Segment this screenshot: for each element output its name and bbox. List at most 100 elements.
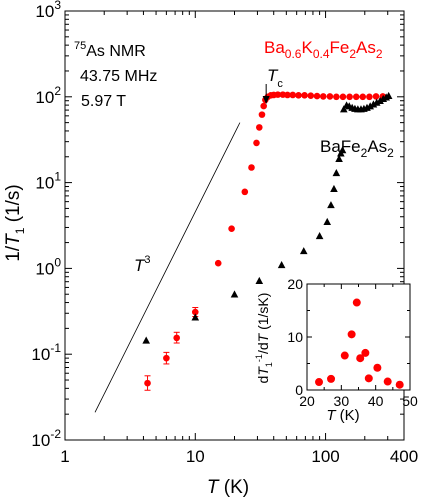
y-tick-label: 10-1 bbox=[31, 341, 61, 364]
inset-data-marks bbox=[315, 298, 404, 389]
inset-y-axis-label-d: d bbox=[255, 376, 271, 384]
y-tick-label-exp: 3 bbox=[54, 0, 61, 12]
ba-point bbox=[277, 261, 286, 269]
tc-label: Tc bbox=[267, 66, 283, 90]
tc-annotation: Tc bbox=[262, 66, 283, 104]
ba_k-point bbox=[258, 111, 266, 118]
inset-x-tick-label: 40 bbox=[368, 393, 384, 409]
tc-arrow-head bbox=[262, 96, 270, 104]
ba_k-point bbox=[346, 93, 353, 101]
ba_k-point bbox=[339, 93, 347, 101]
y-tick-label: 10-2 bbox=[31, 427, 61, 450]
ba_k-point bbox=[173, 334, 180, 342]
main-x-tick-labels: 1 10 100 400 bbox=[60, 447, 418, 466]
t3-reference-line bbox=[94, 122, 241, 413]
legend-text-part: 0.6 bbox=[285, 47, 302, 61]
ba-point bbox=[327, 201, 335, 209]
inset-point bbox=[356, 354, 365, 363]
inset-y-tick-labels: 0 10 20 bbox=[287, 276, 303, 398]
legend-ba-fe-as: BaFe2As2 bbox=[320, 137, 394, 160]
ba_k-point bbox=[326, 93, 334, 100]
t3-annotation: T3 bbox=[94, 122, 241, 413]
inset-x-axis-label-unit: (K) bbox=[336, 407, 360, 424]
legend-text-part: 2 bbox=[349, 47, 356, 61]
ba-point bbox=[323, 217, 332, 226]
ba_k-point bbox=[228, 225, 235, 233]
field-label: 5.97 T bbox=[81, 93, 126, 110]
experiment-info: 75As NMR 43.75 MHz 5.97 T bbox=[74, 40, 157, 110]
y-tick-label: 100 bbox=[35, 255, 61, 278]
y-tick-label-base: 10 bbox=[35, 88, 54, 107]
legend-text-part: 0.4 bbox=[313, 47, 330, 61]
y-tick-label-exp: -2 bbox=[50, 427, 61, 441]
ba_k-point bbox=[253, 139, 260, 147]
ba_k-point bbox=[295, 92, 302, 99]
ba_k-point bbox=[274, 91, 282, 98]
inset-x-axis-label: T (K) bbox=[326, 407, 359, 424]
legend-text-part: K bbox=[301, 38, 313, 57]
main-x-axis-label: T (K) bbox=[207, 477, 249, 498]
legend-text-part: 2 bbox=[376, 47, 383, 61]
inset-y-tick-label: 0 bbox=[295, 382, 303, 398]
ba_k-point bbox=[191, 308, 199, 316]
main-x-axis-label-unit: (K) bbox=[219, 477, 250, 498]
ba-point bbox=[299, 247, 308, 255]
t3-label-base: T bbox=[134, 256, 146, 275]
x-tick-label: 10 bbox=[186, 447, 205, 466]
y-tick-label-exp: 0 bbox=[54, 255, 61, 269]
t3-label-exp: 3 bbox=[144, 254, 150, 266]
ba_k-point bbox=[333, 93, 340, 101]
inset-y-tick-label: 10 bbox=[287, 329, 303, 345]
inset-y-axis-label-unit: (1/sK) bbox=[255, 293, 271, 334]
ba-point bbox=[315, 231, 324, 240]
inset-y-axis-label-var2: T bbox=[255, 332, 271, 342]
inset-y-tick-label: 20 bbox=[287, 276, 303, 292]
y-tick-label-base: 10 bbox=[31, 431, 50, 450]
data-marks bbox=[142, 91, 393, 387]
t3-label: T3 bbox=[134, 254, 151, 275]
inset-x-tick-label: 50 bbox=[402, 393, 418, 409]
inset-point bbox=[315, 378, 324, 387]
main-y-axis-label-unit: (1/s) bbox=[3, 184, 24, 227]
legend-text-part: BaFe bbox=[320, 137, 361, 156]
ba_k-point bbox=[301, 92, 308, 99]
frequency-label: 43.75 MHz bbox=[80, 68, 157, 85]
ba-point bbox=[366, 102, 374, 110]
legend-ba-k-fe-as: Ba0.6K0.4Fe2As2 bbox=[264, 38, 383, 61]
y-tick-label: 102 bbox=[35, 84, 61, 107]
ba-point bbox=[191, 313, 200, 321]
ba-point bbox=[338, 146, 347, 154]
ba-point bbox=[330, 184, 338, 192]
ba_k-point bbox=[144, 379, 151, 387]
legend-text-part: Ba bbox=[264, 38, 285, 57]
inset-point bbox=[340, 351, 349, 360]
inset-axis-ticks bbox=[306, 283, 411, 391]
inset-point bbox=[395, 380, 404, 389]
y-tick-label-base: 10 bbox=[35, 259, 54, 278]
ba_k-point bbox=[359, 93, 367, 101]
x-tick-label: 100 bbox=[311, 447, 339, 466]
y-tick-label-exp: 2 bbox=[54, 84, 61, 98]
ba-point bbox=[142, 336, 150, 344]
inset-y-axis-label: dT1-1/dT (1/sK) bbox=[254, 293, 274, 384]
main-y-axis-label-sub: 1 bbox=[13, 227, 27, 234]
ba-point bbox=[339, 105, 348, 113]
legend-text-part: As bbox=[356, 38, 376, 57]
ba_k-point bbox=[260, 102, 267, 110]
inset-y-axis-label-sub: 1 bbox=[264, 362, 274, 367]
inset-x-tick-labels: 20 30 40 50 bbox=[299, 393, 418, 409]
x-tick-label: 1 bbox=[60, 447, 69, 466]
ba-point bbox=[255, 276, 264, 284]
legend-text-part: Fe bbox=[330, 38, 350, 57]
inset-point bbox=[383, 377, 392, 386]
inset-x-tick-label: 20 bbox=[299, 393, 315, 409]
main-x-axis-label-var: T bbox=[207, 477, 220, 498]
nucleus-mass-number: 75 bbox=[74, 40, 86, 52]
inset-point bbox=[373, 363, 382, 372]
y-tick-label-base: 10 bbox=[35, 174, 54, 193]
inset-point bbox=[347, 330, 356, 339]
ba_k-point bbox=[352, 93, 360, 101]
ba_k-point bbox=[248, 164, 255, 171]
error-bars bbox=[144, 307, 199, 391]
